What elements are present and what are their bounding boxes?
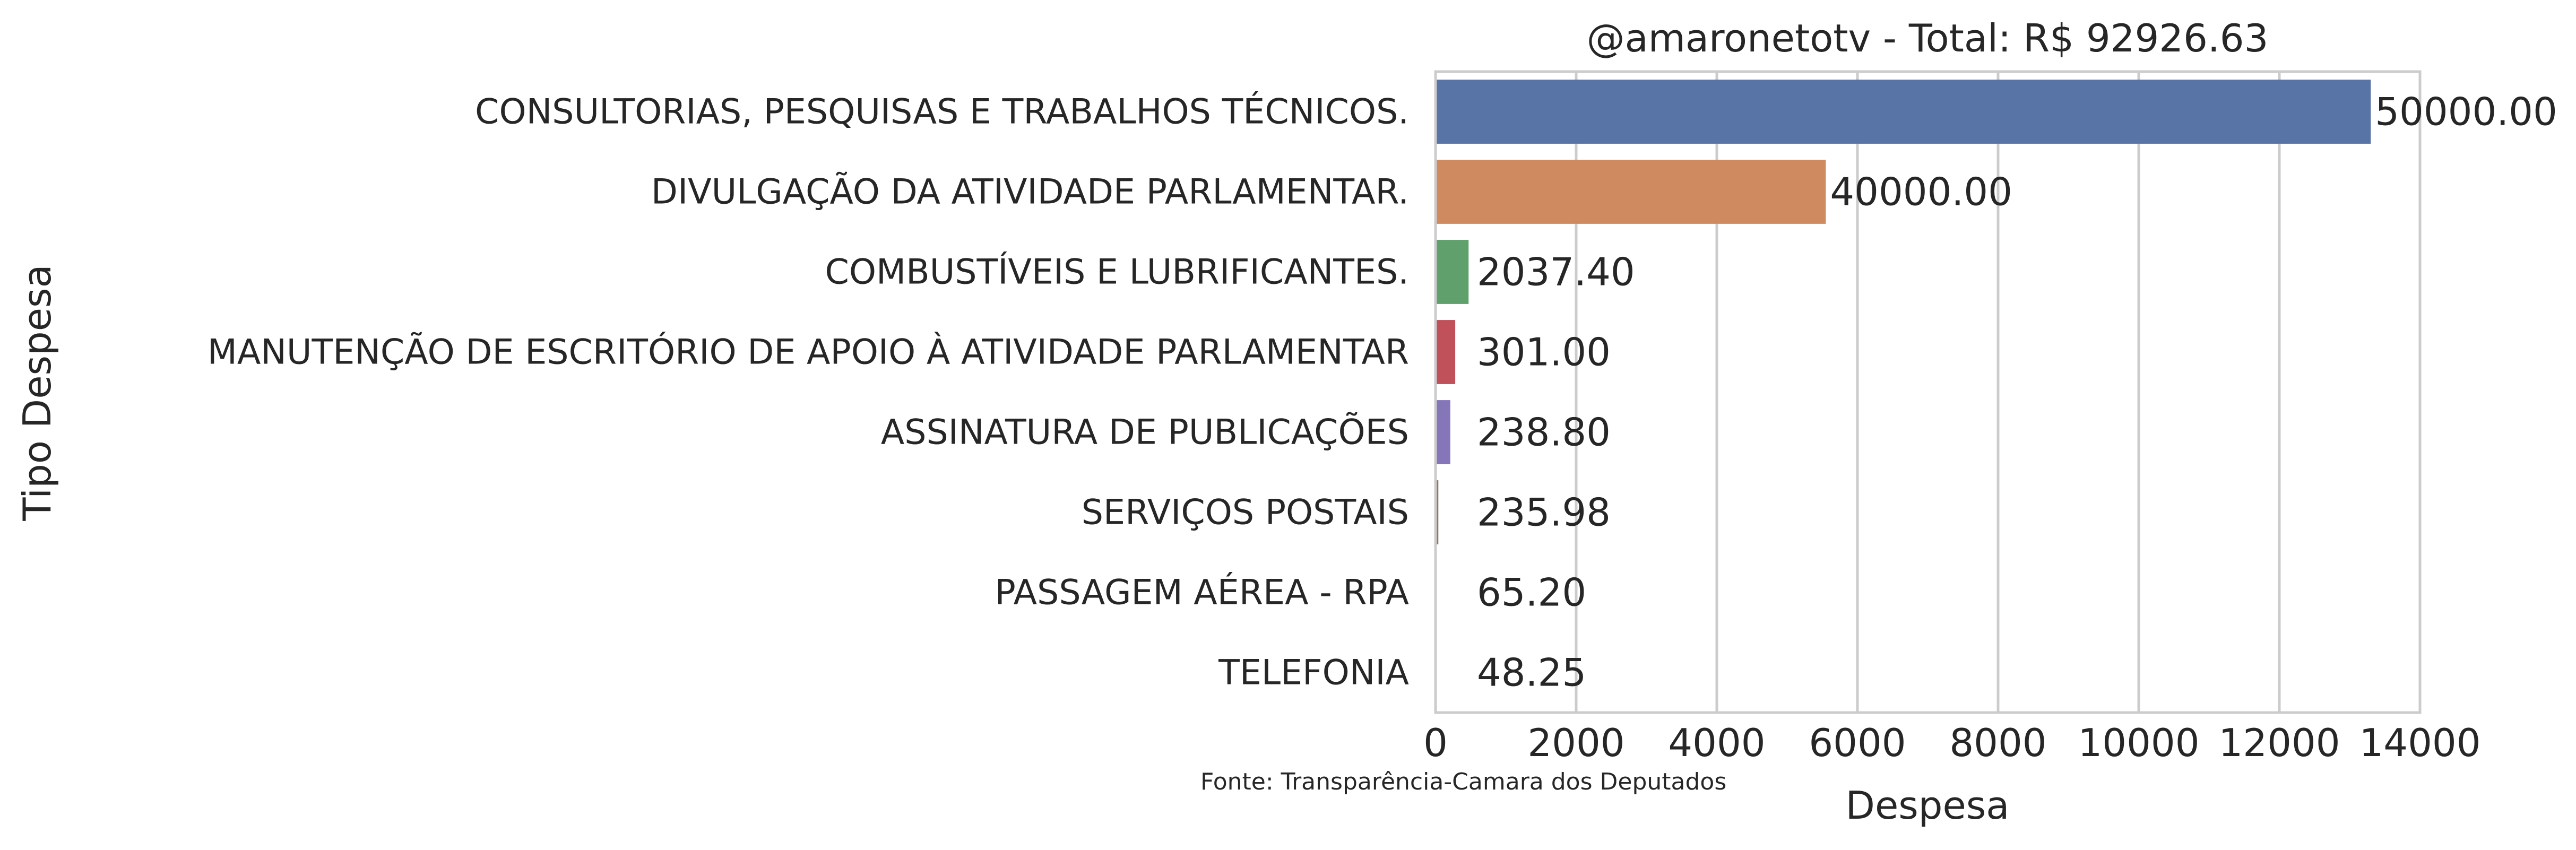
y-tick-label: TELEFONIA	[1218, 653, 1409, 693]
y-tick-label: DIVULGAÇÃO DA ATIVIDADE PARLAMENTAR.	[651, 171, 1409, 212]
x-tick-label: 14000	[2359, 721, 2480, 765]
plot-frame	[1434, 70, 2422, 714]
x-tick-label: 10000	[2078, 721, 2199, 765]
source-note: Fonte: Transparência-Camara dos Deputado…	[1200, 768, 1726, 795]
y-tick-label: PASSAGEM AÉREA - RPA	[995, 571, 1409, 613]
x-tick-label: 12000	[2218, 721, 2340, 765]
x-tick-label: 4000	[1668, 721, 1765, 765]
value-label: 238.80	[1477, 410, 1611, 455]
bar	[1436, 480, 1439, 544]
y-tick-label: MANUTENÇÃO DE ESCRITÓRIO DE APOIO À ATIV…	[208, 332, 1409, 372]
chart-title: @amaronetotv - Total: R$ 92926.63	[1587, 16, 2269, 60]
y-tick-labels: CONSULTORIAS, PESQUISAS E TRABALHOS TÉCN…	[208, 91, 1409, 693]
x-tick-label: 0	[1423, 721, 1448, 765]
value-label: 48.25	[1477, 650, 1586, 695]
bars	[1436, 80, 2371, 544]
bar	[1436, 80, 2371, 144]
x-tick-label: 6000	[1809, 721, 1906, 765]
value-labels: 50000.00 40000.00 2037.40 301.00 238.80 235.9…	[1477, 90, 2557, 695]
bar	[1436, 160, 1826, 224]
bar	[1436, 320, 1456, 384]
x-tick-label: 2000	[1527, 721, 1624, 765]
x-axis-label: Despesa	[1846, 783, 2010, 828]
y-tick-label: SERVIÇOS POSTAIS	[1082, 493, 1409, 533]
y-tick-label: ASSINATURA DE PUBLICAÇÕES	[881, 412, 1409, 453]
bar	[1436, 240, 1469, 304]
value-label: 65.20	[1477, 570, 1586, 615]
value-label: 50000.00	[2375, 90, 2557, 134]
y-tick-label: CONSULTORIAS, PESQUISAS E TRABALHOS TÉCN…	[475, 91, 1409, 132]
value-label: 235.98	[1477, 490, 1611, 535]
value-label: 2037.40	[1477, 250, 1635, 294]
y-axis-label: Tipo Despesa	[15, 264, 59, 521]
value-label: 301.00	[1477, 330, 1611, 375]
y-tick-label: COMBUSTÍVEIS E LUBRIFICANTES.	[825, 251, 1410, 292]
value-label: 40000.00	[1830, 170, 2012, 214]
x-tick-labels: 0 2000 4000 6000 8000 10000 12000 14000	[1423, 721, 2480, 765]
x-tick-label: 8000	[1949, 721, 2046, 765]
bar	[1436, 400, 1450, 464]
